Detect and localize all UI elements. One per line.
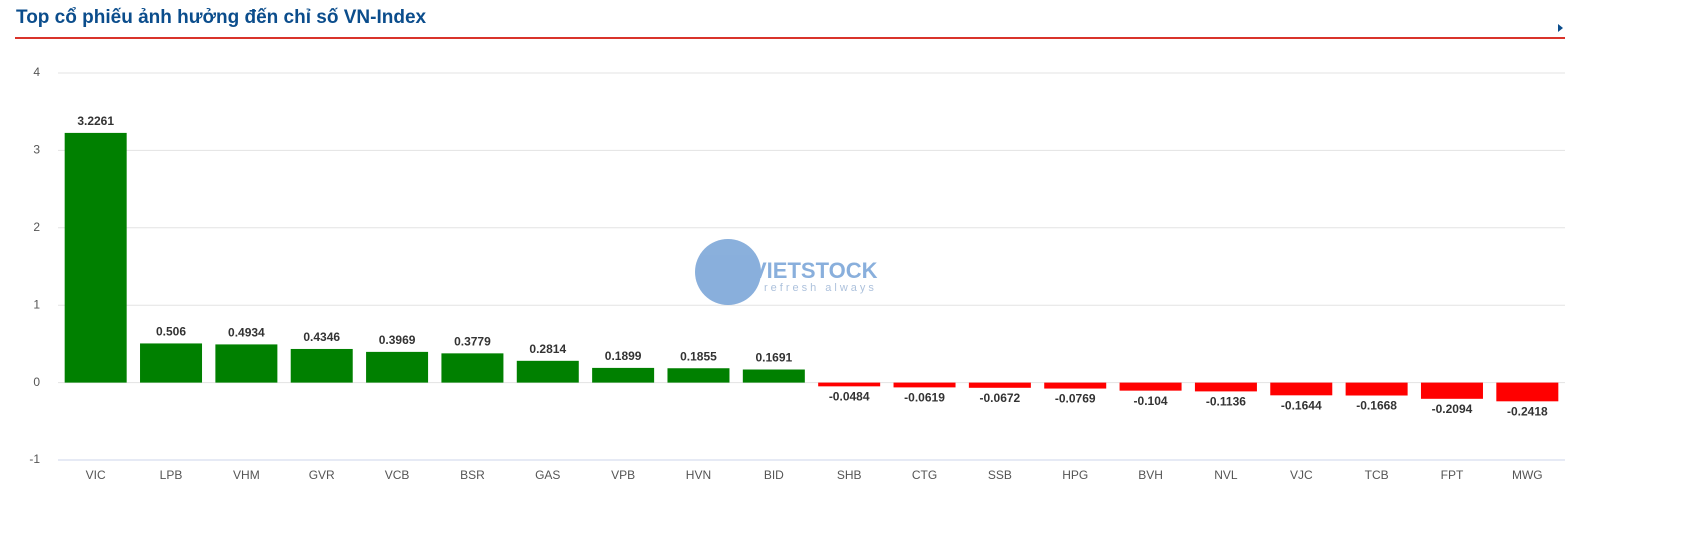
x-tick-label: VCB bbox=[385, 468, 410, 482]
bar bbox=[1496, 382, 1559, 402]
bar bbox=[742, 369, 805, 383]
value-label: -0.0619 bbox=[904, 391, 945, 405]
chart-title: Top cổ phiếu ảnh hưởng đến chỉ số VN-Ind… bbox=[16, 7, 427, 28]
value-label: 0.1855 bbox=[680, 349, 717, 363]
value-label: 0.4346 bbox=[303, 330, 340, 344]
x-tick-label: MWG bbox=[1512, 468, 1543, 482]
watermark-tagline: refresh always bbox=[764, 282, 877, 294]
x-tick-label: VHM bbox=[233, 468, 260, 482]
value-label: -0.104 bbox=[1134, 394, 1168, 408]
y-tick-label: -1 bbox=[29, 452, 40, 466]
bar bbox=[592, 367, 655, 383]
bar bbox=[516, 360, 579, 383]
x-tick-label: BID bbox=[764, 468, 784, 482]
x-tick-label: VJC bbox=[1290, 468, 1313, 482]
x-tick-label: BVH bbox=[1138, 468, 1163, 482]
x-tick-label: CTG bbox=[912, 468, 937, 482]
x-tick-label: HPG bbox=[1062, 468, 1088, 482]
x-tick-label: GAS bbox=[535, 468, 560, 482]
value-label: -0.0672 bbox=[980, 391, 1021, 405]
x-tick-label: FPT bbox=[1441, 468, 1464, 482]
y-tick-label: 1 bbox=[33, 297, 40, 311]
y-tick-label: 4 bbox=[33, 65, 40, 79]
x-tick-label: VPB bbox=[611, 468, 635, 482]
bar bbox=[366, 351, 429, 383]
x-tick-label: LPB bbox=[160, 468, 183, 482]
bar bbox=[290, 348, 353, 383]
value-label: 0.1899 bbox=[605, 349, 642, 363]
bar bbox=[818, 382, 881, 387]
bar bbox=[215, 344, 278, 383]
x-tick-label: NVL bbox=[1214, 468, 1238, 482]
value-label: -0.2094 bbox=[1432, 402, 1473, 416]
bar bbox=[1345, 382, 1408, 396]
value-label: -0.1668 bbox=[1356, 399, 1397, 413]
bar bbox=[1044, 382, 1107, 389]
y-tick-label: 3 bbox=[33, 143, 40, 157]
bar bbox=[1270, 382, 1333, 396]
value-label: 0.506 bbox=[156, 325, 186, 339]
bar bbox=[1119, 382, 1182, 391]
bar bbox=[1194, 382, 1257, 392]
value-label: -0.1136 bbox=[1206, 395, 1246, 409]
y-tick-label: 2 bbox=[33, 220, 40, 234]
bar bbox=[140, 343, 203, 383]
x-tick-label: VIC bbox=[86, 468, 106, 482]
bar bbox=[64, 132, 127, 383]
value-label: -0.0484 bbox=[829, 390, 870, 404]
expand-arrow[interactable] bbox=[1558, 24, 1563, 32]
value-label: 0.4934 bbox=[228, 326, 265, 340]
x-tick-label: GVR bbox=[309, 468, 335, 482]
watermark-text: VIETSTOCK bbox=[752, 258, 878, 283]
watermark-logo bbox=[695, 239, 761, 305]
bar bbox=[1420, 382, 1483, 399]
value-label: 3.2261 bbox=[77, 114, 114, 128]
value-label: -0.2418 bbox=[1507, 404, 1548, 418]
bar bbox=[441, 353, 504, 383]
bar bbox=[667, 368, 730, 383]
bar bbox=[893, 382, 956, 388]
value-label: 0.3779 bbox=[454, 335, 491, 349]
x-tick-label: SHB bbox=[837, 468, 862, 482]
value-label: -0.1644 bbox=[1281, 398, 1322, 412]
x-tick-label: HVN bbox=[686, 468, 711, 482]
value-label: 0.1691 bbox=[755, 351, 792, 365]
value-label: -0.0769 bbox=[1055, 392, 1096, 406]
x-tick-label: TCB bbox=[1365, 468, 1389, 482]
value-label: 0.2814 bbox=[529, 342, 566, 356]
y-tick-label: 0 bbox=[33, 375, 40, 389]
value-label: 0.3969 bbox=[379, 333, 416, 347]
watermark: VIETSTOCK refresh always bbox=[695, 239, 878, 305]
bar bbox=[968, 382, 1031, 388]
x-tick-label: SSB bbox=[988, 468, 1012, 482]
x-tick-label: BSR bbox=[460, 468, 485, 482]
